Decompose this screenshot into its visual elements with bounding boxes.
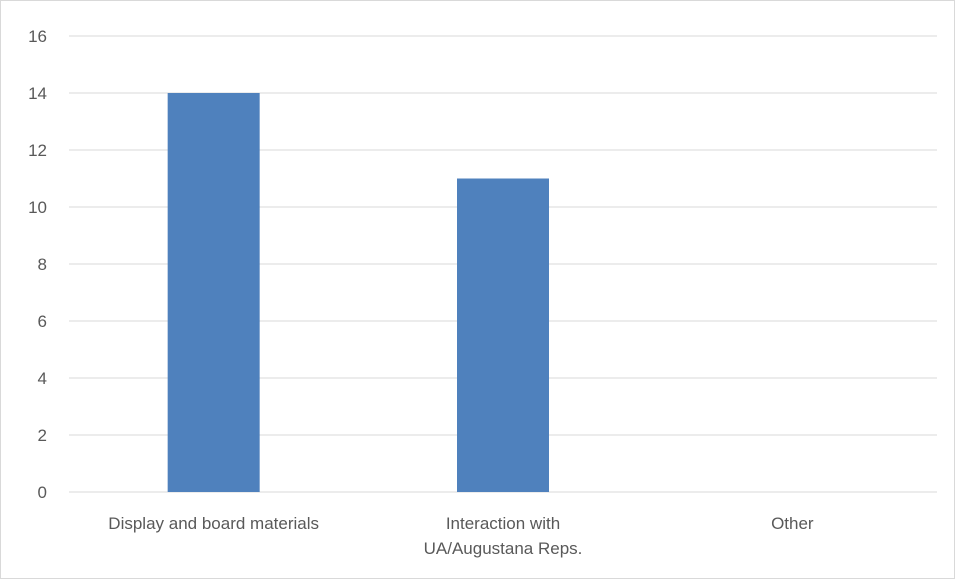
y-tick-label: 8 xyxy=(38,255,47,274)
y-tick-label: 12 xyxy=(28,141,47,160)
y-tick-label: 14 xyxy=(28,84,47,103)
x-category-label: Display and board materials xyxy=(108,514,319,533)
y-tick-label: 2 xyxy=(38,426,47,445)
y-tick-label: 6 xyxy=(38,312,47,331)
bar-0 xyxy=(167,93,260,492)
y-tick-label: 16 xyxy=(28,27,47,46)
bar-1 xyxy=(457,178,549,492)
x-category-label: Other xyxy=(771,514,814,533)
bars xyxy=(167,93,549,492)
x-category-label: Interaction with xyxy=(446,514,560,533)
x-category-label: UA/Augustana Reps. xyxy=(424,539,583,558)
y-tick-label: 10 xyxy=(28,198,47,217)
y-tick-label: 4 xyxy=(38,369,47,388)
y-tick-label: 0 xyxy=(38,483,47,502)
y-axis-tick-labels: 0 2 4 6 8 10 12 14 16 xyxy=(28,27,47,502)
x-axis-category-labels: Display and board materials Interaction w… xyxy=(108,514,814,558)
